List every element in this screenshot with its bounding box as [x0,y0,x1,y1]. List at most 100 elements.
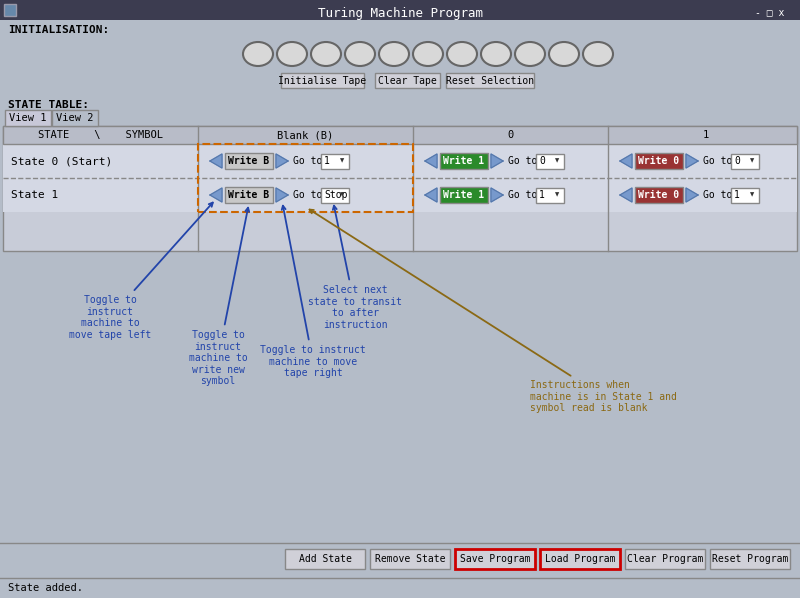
Text: 1: 1 [734,190,740,200]
Text: 0: 0 [539,156,545,166]
Bar [0,578,800,598]
Bar [0,543,800,578]
Ellipse shape [243,42,273,66]
Text: ▼: ▼ [555,158,559,163]
Text: ▼: ▼ [750,193,754,197]
Ellipse shape [277,42,307,66]
Bar [3,126,797,251]
Ellipse shape [549,42,579,66]
Polygon shape [620,154,632,168]
Bar [540,549,620,569]
Text: Load Program: Load Program [545,554,615,564]
Text: 0: 0 [507,130,514,140]
Text: Reset Selection: Reset Selection [446,75,534,86]
Bar [625,549,705,569]
Text: Reset Program: Reset Program [712,554,788,564]
Polygon shape [686,188,698,202]
Bar [536,154,564,169]
Text: - □ x: - □ x [755,7,785,17]
Polygon shape [210,154,222,168]
Text: Write B: Write B [229,190,270,200]
Text: Clear Program: Clear Program [627,554,703,564]
Bar [446,73,534,88]
Ellipse shape [413,42,443,66]
Ellipse shape [515,42,545,66]
Bar [731,154,759,169]
Text: ▼: ▼ [340,158,344,163]
Bar [370,549,450,569]
Text: Write 1: Write 1 [443,190,485,200]
Ellipse shape [379,42,409,66]
Text: Go to: Go to [703,156,732,166]
Text: 1: 1 [324,156,330,166]
Text: 0: 0 [734,156,740,166]
Text: Select next
state to transit
to after
instruction: Select next state to transit to after in… [308,206,402,330]
Polygon shape [276,188,288,202]
Text: Go to: Go to [293,190,322,200]
Text: State added.: State added. [8,583,83,593]
Bar [455,549,535,569]
Text: Turing Machine Program: Turing Machine Program [318,7,482,20]
Bar [3,126,797,144]
Text: STATE TABLE:: STATE TABLE: [8,100,89,110]
Text: Write 0: Write 0 [638,190,679,200]
Text: Write B: Write B [229,156,270,166]
Ellipse shape [345,42,375,66]
Text: Toggle to
instruct
machine to
write new
symbol: Toggle to instruct machine to write new … [189,208,250,386]
Bar [4,4,16,16]
Text: Go to: Go to [508,156,538,166]
Bar [440,153,488,169]
Text: View 2: View 2 [56,113,94,123]
Polygon shape [425,154,437,168]
Text: Remove State: Remove State [374,554,446,564]
Text: Initialise Tape: Initialise Tape [278,75,366,86]
Text: Go to: Go to [293,156,322,166]
Text: ▼: ▼ [555,193,559,197]
Ellipse shape [583,42,613,66]
Text: Toggle to
instruct
machine to
move tape left: Toggle to instruct machine to move tape … [69,203,213,340]
Text: 1: 1 [539,190,545,200]
Bar [5,110,51,126]
Text: Stop: Stop [324,190,347,200]
Text: Write 1: Write 1 [443,156,485,166]
Polygon shape [491,188,503,202]
Text: ▼: ▼ [340,193,344,197]
Text: Blank (B): Blank (B) [278,130,334,140]
Bar [536,188,564,203]
Text: View 1: View 1 [10,113,46,123]
Bar [731,188,759,203]
Text: Save Program: Save Program [460,554,530,564]
Bar [375,73,440,88]
Polygon shape [491,154,503,168]
Bar [321,154,349,169]
Text: Clear Tape: Clear Tape [378,75,437,86]
Text: Write 0: Write 0 [638,156,679,166]
Text: Add State: Add State [298,554,351,564]
Ellipse shape [447,42,477,66]
Bar [635,187,683,203]
Bar [321,188,349,203]
Text: ▼: ▼ [750,158,754,163]
Bar [285,549,365,569]
Polygon shape [210,188,222,202]
Bar [281,73,364,88]
Text: Toggle to instruct
machine to move
tape right: Toggle to instruct machine to move tape … [260,206,366,378]
Ellipse shape [481,42,511,66]
Text: Go to: Go to [508,190,538,200]
Bar [225,153,273,169]
Bar [225,187,273,203]
Bar [440,187,488,203]
Text: 1: 1 [702,130,709,140]
Text: State 0 (Start): State 0 (Start) [11,156,112,166]
Ellipse shape [311,42,341,66]
Text: STATE    \    SYMBOL: STATE \ SYMBOL [38,130,163,140]
Text: INITIALISATION:: INITIALISATION: [8,25,110,35]
Polygon shape [620,188,632,202]
Polygon shape [425,188,437,202]
Bar [52,110,98,126]
Bar [3,144,797,178]
Bar [3,178,797,212]
Text: State 1: State 1 [11,190,58,200]
Bar [635,153,683,169]
Text: Go to: Go to [703,190,732,200]
